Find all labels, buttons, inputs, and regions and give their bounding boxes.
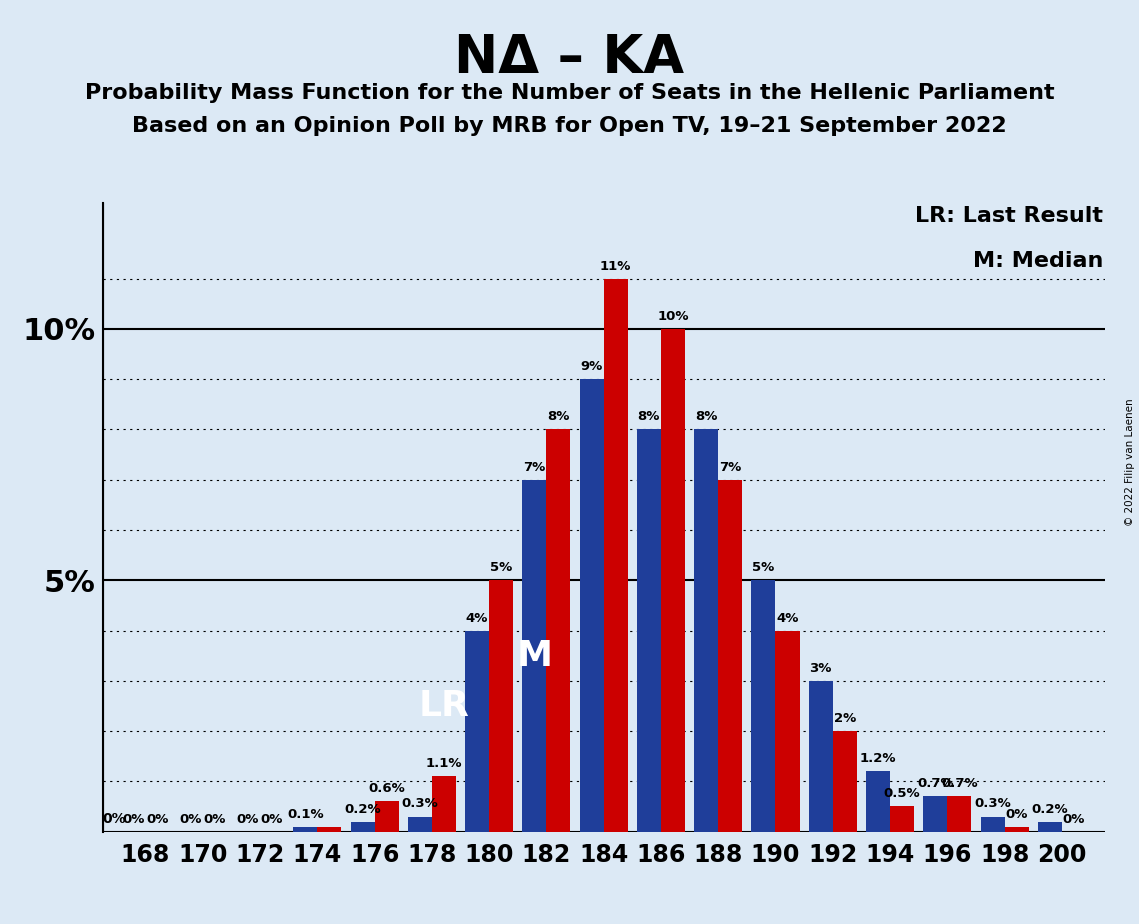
Bar	[890, 807, 915, 832]
Text: 5%: 5%	[490, 561, 513, 574]
Text: 0%: 0%	[1006, 808, 1027, 821]
Text: Probability Mass Function for the Number of Seats in the Hellenic Parliament: Probability Mass Function for the Number…	[84, 83, 1055, 103]
Bar	[924, 796, 948, 832]
Text: 2%: 2%	[834, 712, 855, 725]
Text: 1.1%: 1.1%	[426, 758, 462, 771]
Bar	[661, 329, 685, 832]
Text: 5%: 5%	[753, 561, 775, 574]
Bar	[719, 480, 743, 832]
Bar	[694, 430, 719, 832]
Bar	[293, 827, 318, 832]
Text: 0%: 0%	[1063, 812, 1085, 825]
Bar	[604, 279, 628, 832]
Text: 0.7%: 0.7%	[941, 777, 977, 790]
Bar	[580, 379, 604, 832]
Text: 4%: 4%	[466, 612, 489, 625]
Bar	[981, 817, 1005, 832]
Text: 0%: 0%	[103, 811, 126, 825]
Text: 7%: 7%	[523, 461, 546, 474]
Text: 3%: 3%	[810, 662, 831, 675]
Text: 0.3%: 0.3%	[401, 797, 439, 810]
Text: LR: Last Result: LR: Last Result	[915, 206, 1103, 225]
Bar	[637, 430, 661, 832]
Bar	[408, 817, 432, 832]
Text: 8%: 8%	[547, 410, 570, 423]
Text: 7%: 7%	[719, 461, 741, 474]
Bar	[465, 630, 489, 832]
Text: 11%: 11%	[600, 260, 631, 273]
Text: 8%: 8%	[695, 410, 718, 423]
Bar	[547, 430, 571, 832]
Bar	[351, 821, 375, 832]
Bar	[1005, 827, 1029, 832]
Text: 0.1%: 0.1%	[287, 808, 323, 821]
Text: 8%: 8%	[638, 410, 661, 423]
Bar	[752, 580, 776, 832]
Text: NΔ – KA: NΔ – KA	[454, 32, 685, 84]
Text: 1.2%: 1.2%	[860, 752, 896, 765]
Bar	[866, 772, 890, 832]
Text: 10%: 10%	[657, 310, 689, 322]
Bar	[776, 630, 800, 832]
Bar	[489, 580, 514, 832]
Text: Based on an Opinion Poll by MRB for Open TV, 19–21 September 2022: Based on an Opinion Poll by MRB for Open…	[132, 116, 1007, 136]
Bar	[1038, 821, 1062, 832]
Text: © 2022 Filip van Laenen: © 2022 Filip van Laenen	[1125, 398, 1134, 526]
Bar	[432, 776, 456, 832]
Text: 0%: 0%	[146, 812, 169, 825]
Text: 0%: 0%	[122, 812, 145, 825]
Text: 0%: 0%	[180, 812, 202, 825]
Text: 0.7%: 0.7%	[917, 777, 953, 790]
Text: 0.6%: 0.6%	[368, 783, 405, 796]
Text: 4%: 4%	[777, 612, 798, 625]
Text: 0.2%: 0.2%	[1032, 803, 1068, 816]
Bar	[948, 796, 972, 832]
Text: M: M	[516, 638, 552, 673]
Text: 9%: 9%	[581, 360, 603, 373]
Text: 0%: 0%	[204, 812, 226, 825]
Bar	[375, 801, 399, 832]
Bar	[809, 681, 833, 832]
Text: 0%: 0%	[237, 812, 260, 825]
Text: M: Median: M: Median	[973, 251, 1103, 271]
Text: 0.3%: 0.3%	[974, 797, 1011, 810]
Bar	[523, 480, 547, 832]
Text: 0.5%: 0.5%	[884, 787, 920, 800]
Text: 0.2%: 0.2%	[344, 803, 380, 816]
Text: LR: LR	[418, 689, 469, 723]
Bar	[318, 827, 342, 832]
Text: 0%: 0%	[261, 812, 284, 825]
Bar	[833, 731, 857, 832]
